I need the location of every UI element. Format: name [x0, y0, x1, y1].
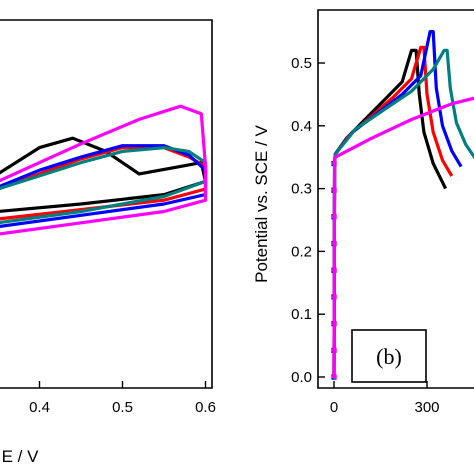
series-marker-5: [330, 214, 337, 220]
axes-frame-b: [317, 9, 474, 389]
y-tick-label-b: 0.0: [291, 369, 312, 386]
series-marker-5: [330, 294, 337, 300]
cv-series-line-1: [0, 136, 208, 213]
panel-label-box: [351, 329, 427, 383]
y-tick-label-b: 0.1: [291, 306, 312, 323]
x-tick-label-b: 0: [330, 399, 338, 416]
charge-discharge-line-3: [332, 30, 463, 378]
y-tick-label-b: 0.2: [291, 243, 312, 260]
charge-discharge-line-5: [332, 96, 474, 378]
x-tick-label-a: 0.6: [195, 399, 216, 416]
charge-discharge-chart-panel: 0.0 0.1 0.2 0.3 0.4 0.5 0 300 Potential vs. SC…: [252, 9, 474, 416]
cv-series-line-2: [0, 146, 208, 221]
cv-series-line-5: [0, 104, 208, 236]
x-tick-label-b: 300: [414, 399, 439, 416]
cv-chart-panel: 0.4 0.5 0.6 E / V: [0, 19, 216, 466]
series-marker-5: [330, 267, 337, 273]
series-marker-5: [330, 374, 337, 380]
y-tick-label-b: 0.5: [291, 55, 312, 72]
series-marker-5: [330, 321, 337, 327]
series-marker-5: [330, 347, 337, 353]
panel-label-b: (b): [376, 344, 402, 369]
y-tick-label-b: 0.4: [291, 118, 312, 135]
charge-discharge-line-2: [332, 45, 454, 378]
y-tick-label-b: 0.3: [291, 181, 312, 198]
cv-series-line-3: [0, 144, 208, 228]
axes-frame-a: [0, 19, 213, 389]
series-marker-5: [330, 240, 337, 247]
x-tick-label-a: 0.5: [112, 399, 133, 416]
x-axis-title-a: E / V: [2, 447, 40, 466]
x-tick-label-a: 0.4: [29, 399, 50, 416]
series-marker-5: [330, 187, 337, 193]
y-axis-title-b: Potential vs. SCE / V: [252, 124, 271, 282]
cv-series-line-4: [0, 146, 208, 225]
series-marker-5: [330, 160, 337, 167]
charge-discharge-line-4: [332, 48, 474, 378]
